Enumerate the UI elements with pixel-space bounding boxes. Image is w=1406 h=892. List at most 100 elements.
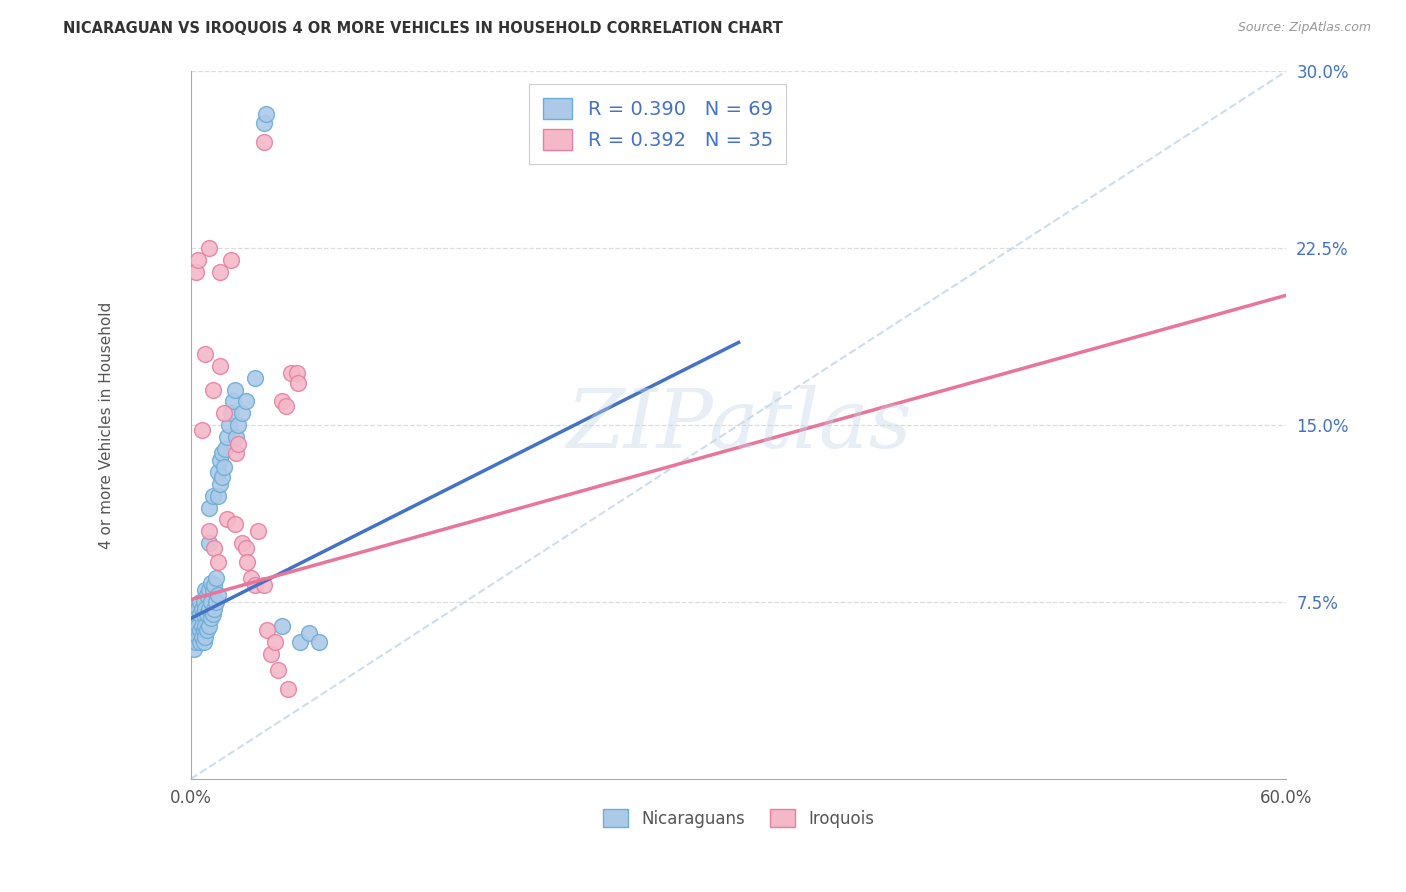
Point (193, 624, 215, 638)
Point (194, 602, 217, 616)
Point (253, 578, 276, 592)
Point (201, 607, 224, 621)
Point (214, 442, 236, 456)
Point (211, 446, 233, 460)
Point (186, 635, 208, 649)
Point (204, 578, 226, 592)
Point (190, 618, 212, 632)
Point (201, 383, 224, 397)
Point (193, 595, 215, 609)
Text: ZIPatlas: ZIPatlas (565, 385, 911, 465)
Y-axis label: 4 or more Vehicles in Household: 4 or more Vehicles in Household (100, 301, 114, 549)
Point (274, 399, 297, 413)
Point (195, 624, 218, 638)
Point (194, 618, 217, 632)
Point (195, 588, 218, 602)
Point (287, 376, 309, 390)
Point (231, 536, 253, 550)
Point (200, 595, 222, 609)
Point (183, 625, 205, 640)
Point (256, 624, 278, 638)
Point (187, 631, 209, 645)
Point (224, 383, 246, 397)
Point (187, 602, 209, 616)
Point (218, 417, 240, 432)
Point (290, 635, 312, 649)
Point (198, 602, 221, 616)
Point (208, 477, 231, 491)
Point (253, 135, 276, 149)
Point (190, 631, 212, 645)
Point (194, 583, 217, 598)
Point (204, 602, 226, 616)
Point (204, 541, 226, 555)
Point (190, 602, 212, 616)
Point (222, 394, 245, 409)
Point (211, 470, 233, 484)
Point (187, 618, 209, 632)
Point (254, 106, 277, 120)
Point (243, 371, 266, 385)
Point (253, 116, 276, 130)
Point (219, 252, 242, 267)
Point (181, 631, 204, 645)
Point (240, 571, 263, 585)
Point (226, 437, 249, 451)
Point (183, 611, 205, 625)
Text: NICARAGUAN VS IROQUOIS 4 OR MORE VEHICLES IN HOUSEHOLD CORRELATION CHART: NICARAGUAN VS IROQUOIS 4 OR MORE VEHICLE… (63, 21, 783, 37)
Point (194, 631, 217, 645)
Point (235, 541, 257, 555)
Point (243, 578, 266, 592)
Point (186, 265, 208, 279)
Point (263, 635, 285, 649)
Point (271, 618, 294, 632)
Legend: Nicaraguans, Iroquois: Nicaraguans, Iroquois (596, 802, 882, 834)
Point (260, 647, 283, 661)
Point (277, 682, 299, 697)
Point (190, 423, 212, 437)
Text: Source: ZipAtlas.com: Source: ZipAtlas.com (1237, 21, 1371, 35)
Point (205, 571, 228, 585)
Point (198, 524, 221, 538)
Point (200, 611, 222, 625)
Point (235, 394, 257, 409)
Point (198, 241, 221, 255)
Point (208, 359, 231, 373)
Point (188, 595, 211, 609)
Point (207, 465, 229, 479)
Point (217, 512, 239, 526)
Point (280, 366, 302, 380)
Point (201, 489, 224, 503)
Point (225, 430, 247, 444)
Point (194, 347, 217, 361)
Point (205, 595, 228, 609)
Point (188, 624, 211, 638)
Point (267, 664, 290, 678)
Point (200, 576, 222, 591)
Point (308, 635, 330, 649)
Point (207, 489, 229, 503)
Point (198, 500, 221, 515)
Point (198, 583, 221, 598)
Point (224, 517, 246, 532)
Point (188, 635, 211, 649)
Point (198, 536, 221, 550)
Point (193, 607, 215, 621)
Point (212, 406, 235, 420)
Point (186, 607, 208, 621)
Point (188, 607, 211, 621)
Point (208, 265, 231, 279)
Point (183, 642, 205, 657)
Point (181, 618, 204, 632)
Point (247, 524, 270, 538)
Point (217, 430, 239, 444)
Point (236, 555, 259, 569)
Point (212, 460, 235, 475)
Point (186, 624, 208, 638)
Point (285, 366, 308, 380)
Point (187, 252, 209, 267)
Point (207, 588, 229, 602)
Point (298, 625, 321, 640)
Point (219, 406, 242, 420)
Point (195, 607, 218, 621)
